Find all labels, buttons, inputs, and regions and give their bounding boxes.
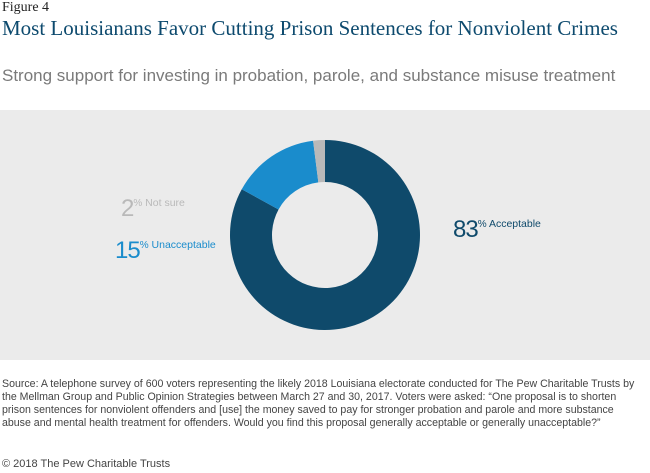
slice-not-sure [313, 140, 325, 183]
slice-unacceptable [241, 140, 319, 210]
slice-acceptable [230, 140, 421, 330]
chart-title: Most Louisianans Favor Cutting Prison Se… [2, 16, 618, 40]
data-label-acceptable: 83% Acceptable [453, 216, 541, 243]
donut-chart: 83% Acceptable 15% Unacceptable 2% Not sur… [115, 140, 541, 330]
figure-label: Figure 4 [2, 0, 50, 15]
label-not-sure: 2% Not sure [121, 195, 185, 222]
chart-subtitle: Strong support for investing in probatio… [2, 66, 616, 85]
donut-slices [230, 140, 421, 330]
data-label-not-sure: 2% Not sure [121, 195, 185, 222]
chart-panel: 83% Acceptable 15% Unacceptable 2% Not sur… [0, 110, 650, 360]
donut-labels: 83% Acceptable 15% Unacceptable 2% Not sur… [115, 195, 541, 264]
label-unacceptable: 15% Unacceptable [115, 237, 216, 264]
copyright-note: © 2018 The Pew Charitable Trusts [2, 458, 171, 470]
label-acceptable: 83% Acceptable [453, 216, 541, 243]
data-label-unacceptable: 15% Unacceptable [115, 237, 216, 264]
source-note: Source: A telephone survey of 600 voters… [2, 378, 635, 429]
